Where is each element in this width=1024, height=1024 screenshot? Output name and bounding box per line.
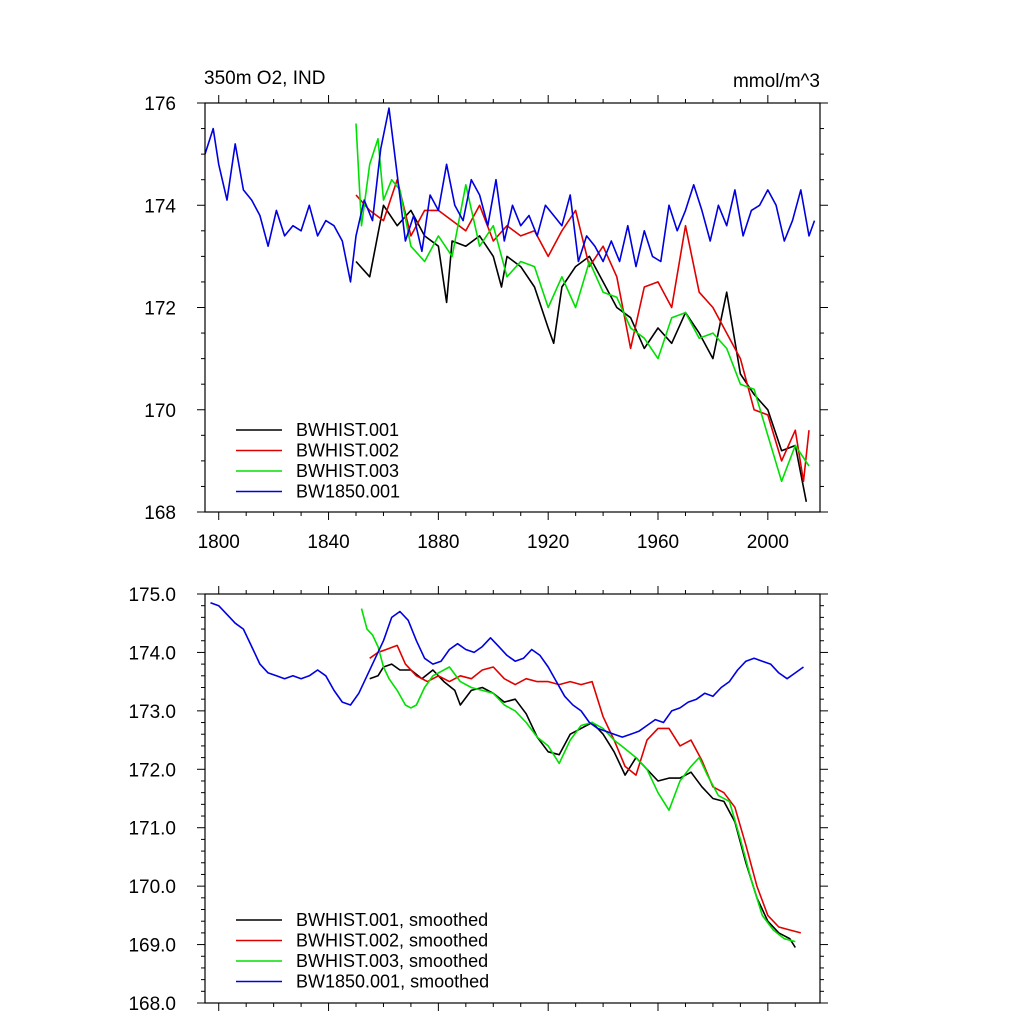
top-series-line-1 [355,178,810,483]
bottom-plot-frame [204,593,821,1004]
top-x-tick-label: 1880 [417,532,459,553]
top-x-tick-label: 2000 [747,532,789,553]
top-chart-title-left: 350m O2, IND [204,68,325,89]
top-y-tick-label: 174 [144,196,176,217]
top-x-tick-label: 1800 [198,532,240,553]
bottom-series-line-1 [369,644,802,934]
top-series-line-2 [355,123,810,483]
top-x-tick-label: 1840 [307,532,349,553]
bottom-y-tick-label: 171.0 [128,819,176,840]
top-y-tick-label: 172 [144,299,176,320]
top-series-line-3 [204,107,816,283]
top-legend-label-2: BWHIST.003 [296,461,399,481]
top-chart-title-right: mmol/m^3 [733,71,820,92]
bottom-series-line-3 [210,602,804,738]
bottom-series-line-2 [360,608,796,943]
bottom-legend-label-2: BWHIST.003, smoothed [296,951,488,971]
bottom-y-tick-label: 174.0 [128,643,176,664]
bottom-chart-panel: 168.0 169.0 170.0 171.0 172.0 173.0 174.0 175.0… [128,585,828,1015]
bottom-y-tick-label: 168.0 [128,994,176,1015]
top-chart-panel: 350m O2, IND mmol/m^3 1800 1840 1880 1920 19… [144,68,828,553]
top-legend-label-3: BW1850.001 [296,482,400,502]
bottom-legend-label-3: BW1850.001, smoothed [296,972,489,992]
bottom-chart-axes: 168.0 169.0 170.0 171.0 172.0 173.0 174.0 175.0 [128,585,828,1015]
top-legend-label-1: BWHIST.002 [296,441,399,461]
top-chart-axes: 1800 1840 1880 1920 1960 2000 168 170 172 174 176 [144,94,828,553]
bottom-y-tick-label: 172.0 [128,760,176,781]
top-series-line-0 [355,204,808,502]
bottom-y-tick-label: 173.0 [128,702,176,723]
top-x-tick-label: 1920 [527,532,569,553]
bottom-y-tick-label: 169.0 [128,936,176,957]
bottom-y-tick-label: 170.0 [128,877,176,898]
top-chart-series [204,107,816,502]
bottom-chart-series [210,602,804,948]
top-y-tick-label: 176 [144,94,176,115]
top-y-tick-label: 170 [144,401,176,422]
bottom-legend-label-1: BWHIST.002, smoothed [296,931,488,951]
top-x-tick-label: 1960 [637,532,679,553]
top-y-tick-label: 168 [144,503,176,524]
bottom-legend-label-0: BWHIST.001, smoothed [296,910,488,930]
top-legend-label-0: BWHIST.001 [296,420,399,440]
bottom-y-tick-label: 175.0 [128,585,176,606]
bottom-series-line-0 [369,663,796,948]
